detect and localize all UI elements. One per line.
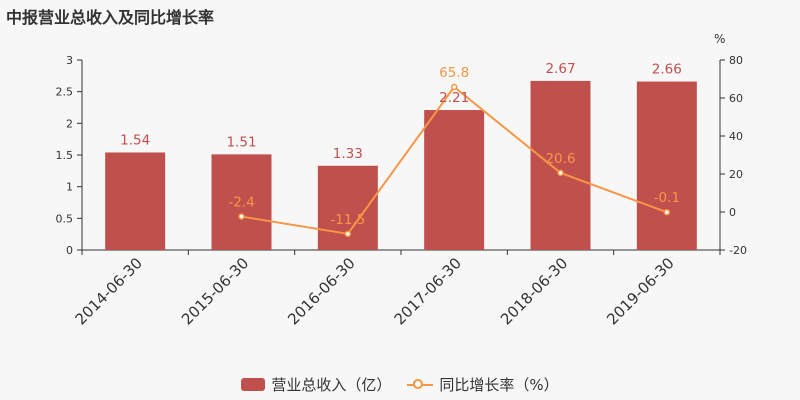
- y-right-tick-label: 60: [729, 92, 743, 105]
- data-labels: 1.54 1.51 1.33 2.21 2.67 2.66 -2.4 -11.5 65.8 20.…: [120, 61, 682, 228]
- bar: [424, 110, 485, 251]
- bar-value-label: 1.54: [120, 132, 150, 148]
- x-tick-label: 2014-06-30: [72, 254, 146, 328]
- bar-value-label: 1.51: [226, 134, 256, 150]
- y-right-tick-label: 40: [729, 130, 743, 143]
- legend-item-growth[interactable]: 同比增长率（%）: [407, 374, 559, 395]
- y-right-tick-label: 80: [729, 54, 743, 67]
- growth-line: [238, 83, 671, 238]
- growth-point: [238, 213, 245, 220]
- x-tick-label: 2019-06-30: [603, 254, 677, 328]
- legend-label-growth: 同比增长率（%）: [439, 376, 559, 394]
- bar-value-label: 2.67: [545, 61, 575, 77]
- growth-value-label: -2.4: [228, 195, 254, 211]
- legend-bar-swatch: [241, 378, 266, 391]
- combo-chart: 0 0.5 1 1.5 2 2.5 3 -20 0 20 40 60 80% 2014-06-30 2015…: [56, 32, 747, 328]
- growth-value-label: 65.8: [439, 65, 469, 81]
- bars: [105, 80, 697, 251]
- growth-point: [344, 230, 352, 238]
- x-tick-label: 2017-06-30: [391, 254, 465, 328]
- growth-value-label: -11.5: [330, 212, 365, 228]
- y-left-tick-label: 0.5: [56, 212, 74, 225]
- y-left-tick-label: 0: [66, 244, 73, 257]
- legend-item-revenue[interactable]: 营业总收入（亿）: [241, 374, 391, 395]
- y-left-tick-label: 3: [66, 54, 73, 67]
- x-tick-label: 2018-06-30: [497, 254, 571, 328]
- x-tick-label: 2016-06-30: [284, 254, 358, 328]
- y-left-tick-label: 2.5: [56, 86, 74, 99]
- growth-point: [557, 169, 564, 177]
- bar-value-label: 2.21: [439, 90, 469, 106]
- y-left-tick-label: 1.5: [56, 149, 74, 162]
- growth-value-label: 20.6: [545, 151, 575, 167]
- legend-label-revenue: 营业总收入（亿）: [271, 376, 392, 394]
- chart-title: 中报营业总收入及同比增长率: [6, 8, 215, 27]
- y-right-tick-label: 0: [729, 206, 736, 219]
- growth-point: [450, 83, 458, 91]
- growth-point: [663, 208, 671, 216]
- y-right-unit: %: [714, 32, 725, 46]
- bar: [211, 154, 272, 250]
- bar: [317, 165, 378, 250]
- x-tick-label: 2015-06-30: [178, 254, 252, 328]
- y-right-tick-label: -20: [729, 244, 747, 257]
- bar: [530, 80, 591, 251]
- bar-value-label: 2.66: [652, 62, 682, 78]
- legend: 营业总收入（亿） 同比增长率（%）: [0, 374, 800, 395]
- bar: [636, 81, 697, 251]
- legend-line-swatch: [407, 378, 434, 392]
- y-right-tick-label: 20: [729, 168, 743, 181]
- y-left-tick-label: 2: [66, 117, 73, 130]
- bar-value-label: 1.33: [333, 146, 363, 162]
- growth-value-label: -0.1: [654, 190, 680, 206]
- bar: [105, 152, 166, 250]
- y-left-tick-label: 1: [66, 181, 73, 194]
